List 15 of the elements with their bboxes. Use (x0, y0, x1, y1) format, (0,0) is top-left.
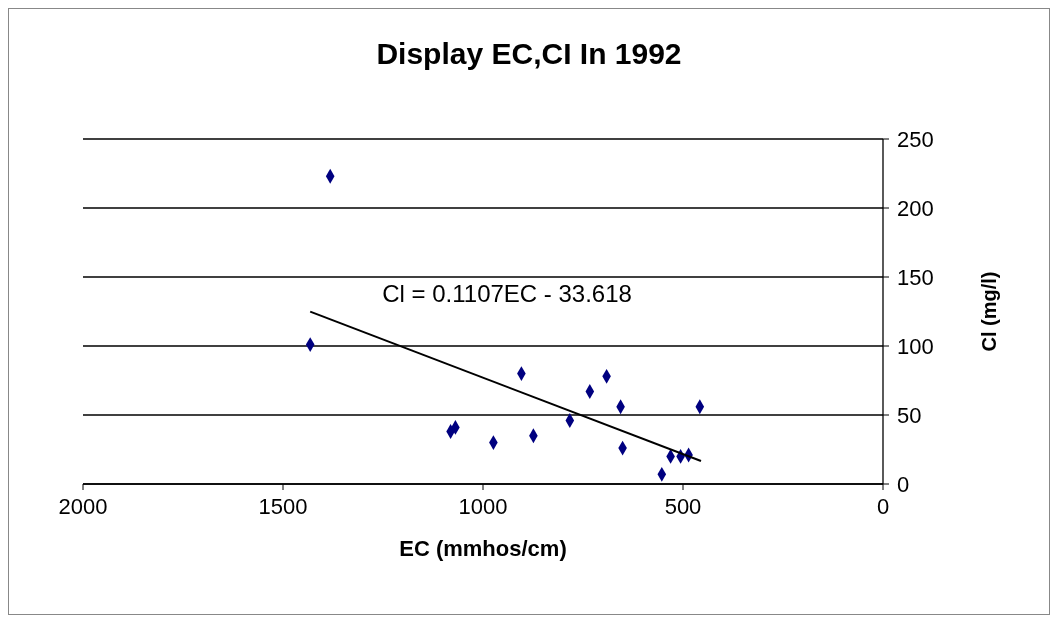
y-tick-label: 50 (897, 402, 922, 428)
series-label: Cl = 0.1107EC - 33.618 (382, 279, 632, 307)
chart-title: Display EC,CI In 1992 (375, 37, 683, 71)
x-tick-label: 1000 (458, 493, 508, 519)
x-tick-label: 1500 (258, 493, 308, 519)
y-tick-label: 100 (897, 333, 934, 359)
x-tick-label: 0 (876, 493, 890, 519)
y-tick-label: 150 (897, 264, 934, 290)
y-axis-title: Cl (mg/l) (978, 271, 1001, 352)
x-axis-title: EC (mmhos/cm) (399, 536, 567, 561)
y-tick-label: 0 (897, 471, 910, 497)
y-tick-label: 250 (897, 126, 934, 152)
x-tick-label: 500 (664, 493, 702, 519)
x-tick-label: 2000 (58, 493, 108, 519)
y-tick-label: 200 (897, 195, 934, 221)
